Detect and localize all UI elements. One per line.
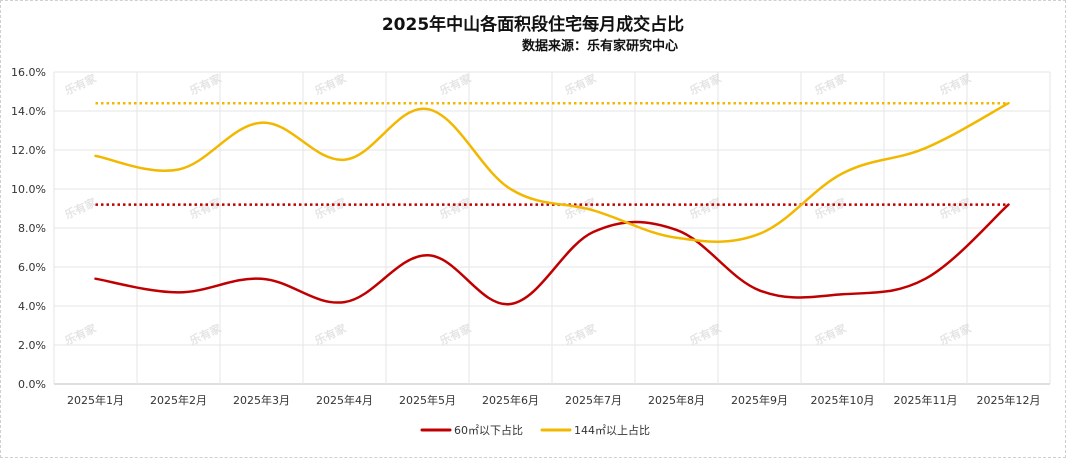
watermark-text: 乐有家: [187, 71, 224, 98]
y-tick-label: 8.0%: [18, 222, 46, 235]
y-tick-label: 12.0%: [11, 144, 46, 157]
y-tick-label: 2.0%: [18, 339, 46, 352]
series-line-0: [94, 203, 1010, 306]
x-tick-label: 2025年4月: [316, 393, 373, 407]
x-tick-label: 2025年9月: [731, 393, 788, 407]
y-tick-label: 16.0%: [11, 66, 46, 79]
watermark-text: 乐有家: [312, 195, 349, 222]
chart-title: 2025年中山各面积段住宅每月成交占比: [381, 15, 685, 35]
x-tick-label: 2025年8月: [648, 393, 705, 407]
watermark-text: 乐有家: [937, 195, 974, 222]
y-tick-label: 14.0%: [11, 105, 46, 118]
legend-label-0: 60㎡以下占比: [454, 423, 523, 437]
watermark-text: 乐有家: [62, 195, 99, 222]
watermark-text: 乐有家: [937, 71, 974, 98]
x-tick-label: 2025年10月: [811, 393, 875, 407]
x-tick-label: 2025年5月: [399, 393, 456, 407]
y-tick-label: 6.0%: [18, 261, 46, 274]
watermark-text: 乐有家: [687, 321, 724, 348]
y-tick-label: 0.0%: [18, 378, 46, 391]
watermark-text: 乐有家: [62, 71, 99, 98]
watermark-text: 乐有家: [937, 321, 974, 348]
legend-label-1: 144㎡以上占比: [574, 423, 650, 437]
watermark-text: 乐有家: [562, 71, 599, 98]
watermark-text: 乐有家: [812, 71, 849, 98]
x-tick-label: 2025年1月: [67, 393, 124, 407]
y-tick-label: 4.0%: [18, 300, 46, 313]
x-tick-label: 2025年3月: [233, 393, 290, 407]
series-line-1: [94, 101, 1010, 243]
watermark-text: 乐有家: [812, 195, 849, 222]
x-tick-label: 2025年12月: [977, 393, 1041, 407]
watermark-text: 乐有家: [687, 195, 724, 222]
x-tick-label: 2025年11月: [894, 393, 958, 407]
watermark-text: 乐有家: [687, 71, 724, 98]
watermark-text: 乐有家: [812, 321, 849, 348]
x-tick-label: 2025年6月: [482, 393, 539, 407]
watermark-text: 乐有家: [187, 321, 224, 348]
watermark-text: 乐有家: [62, 321, 99, 348]
watermark-text: 乐有家: [312, 321, 349, 348]
watermark-text: 乐有家: [562, 321, 599, 348]
watermark-text: 乐有家: [312, 71, 349, 98]
x-tick-label: 2025年2月: [150, 393, 207, 407]
x-tick-label: 2025年7月: [565, 393, 622, 407]
watermark-text: 乐有家: [187, 195, 224, 222]
y-tick-label: 10.0%: [11, 183, 46, 196]
chart-subtitle: 数据来源：乐有家研究中心: [521, 39, 678, 54]
